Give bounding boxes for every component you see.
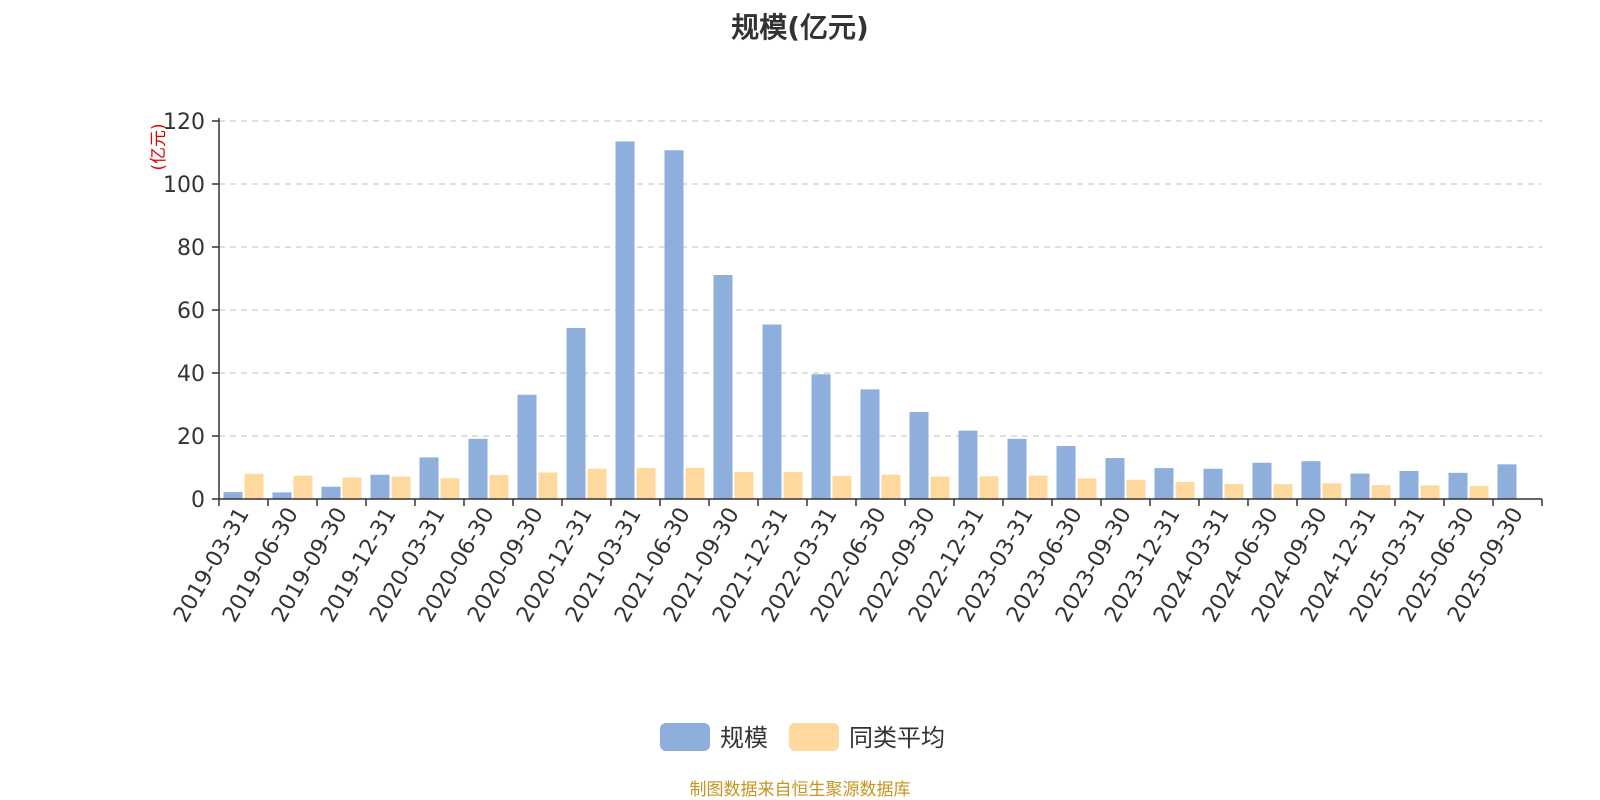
bar-同类平均 <box>1420 485 1440 499</box>
legend[interactable]: 规模 同类平均 <box>660 723 945 752</box>
bar-同类平均 <box>1224 483 1244 499</box>
bar-规模 <box>762 324 782 499</box>
bar-同类平均 <box>1322 483 1342 499</box>
legend-label[interactable]: 规模 <box>720 724 768 752</box>
bar-规模 <box>1252 462 1272 499</box>
bar-规模 <box>566 327 586 499</box>
bar-同类平均 <box>930 476 950 499</box>
y-axis-label: (亿元) <box>149 123 169 170</box>
bar-规模 <box>1301 461 1321 499</box>
bar-规模 <box>615 141 635 499</box>
bar-同类平均 <box>685 467 705 499</box>
bar-同类平均 <box>587 468 607 499</box>
bar-同类平均 <box>979 476 999 499</box>
y-tick-label: 0 <box>191 488 205 513</box>
bar-规模 <box>517 394 537 499</box>
bar-规模 <box>223 492 243 499</box>
bar-规模 <box>909 412 929 499</box>
bar-同类平均 <box>636 468 656 499</box>
bar-同类平均 <box>538 472 558 499</box>
bar-规模 <box>321 486 341 499</box>
y-tick-label: 120 <box>163 110 205 135</box>
bar-同类平均 <box>293 475 313 499</box>
bar-规模 <box>1203 468 1223 499</box>
bar-规模 <box>1007 438 1027 499</box>
bar-规模 <box>1448 472 1468 499</box>
bar-规模 <box>958 430 978 499</box>
bar-规模 <box>664 150 684 500</box>
bar-规模 <box>1056 446 1076 499</box>
bar-同类平均 <box>1028 475 1048 499</box>
bar-规模 <box>1154 468 1174 499</box>
bar-规模 <box>1497 464 1517 499</box>
axes: 020406080100120(亿元)2019-03-312019-06-302… <box>149 110 1543 627</box>
y-tick-label: 40 <box>177 362 205 387</box>
bar-同类平均 <box>489 475 509 499</box>
bar-同类平均 <box>1175 481 1195 499</box>
chart-title: 规模(亿元) <box>731 11 869 44</box>
grid-lines <box>219 120 1542 437</box>
bar-规模 <box>419 457 439 499</box>
bar-同类平均 <box>1126 479 1146 499</box>
y-tick-label: 20 <box>177 425 205 450</box>
bar-同类平均 <box>391 476 411 499</box>
bar-同类平均 <box>1077 478 1097 499</box>
bar-同类平均 <box>342 477 362 499</box>
bar-规模 <box>1105 458 1125 499</box>
bar-同类平均 <box>881 474 901 499</box>
bar-同类平均 <box>1273 484 1293 499</box>
bar-同类平均 <box>783 471 803 499</box>
bar-同类平均 <box>1371 485 1391 499</box>
legend-swatch[interactable] <box>660 723 710 751</box>
bar-同类平均 <box>244 473 264 499</box>
y-tick-label: 100 <box>163 173 205 198</box>
bar-规模 <box>713 275 733 499</box>
chart-svg: 020406080100120(亿元)2019-03-312019-06-302… <box>149 110 1543 752</box>
y-tick-label: 60 <box>177 299 205 324</box>
bar-同类平均 <box>1469 486 1489 499</box>
bar-同类平均 <box>440 478 460 499</box>
bar-规模 <box>272 492 292 499</box>
bar-规模 <box>1350 473 1370 499</box>
bar-规模 <box>811 374 831 499</box>
bar-规模 <box>468 438 488 499</box>
bar-同类平均 <box>832 476 852 499</box>
legend-swatch[interactable] <box>789 723 839 751</box>
bar-规模 <box>370 474 390 499</box>
bar-同类平均 <box>734 471 754 499</box>
y-tick-label: 80 <box>177 236 205 261</box>
legend-label[interactable]: 同类平均 <box>849 724 945 752</box>
source-note: 制图数据来自恒生聚源数据库 <box>689 780 911 800</box>
bar-规模 <box>1399 470 1419 499</box>
bars <box>223 141 1517 500</box>
bar-规模 <box>860 389 880 499</box>
